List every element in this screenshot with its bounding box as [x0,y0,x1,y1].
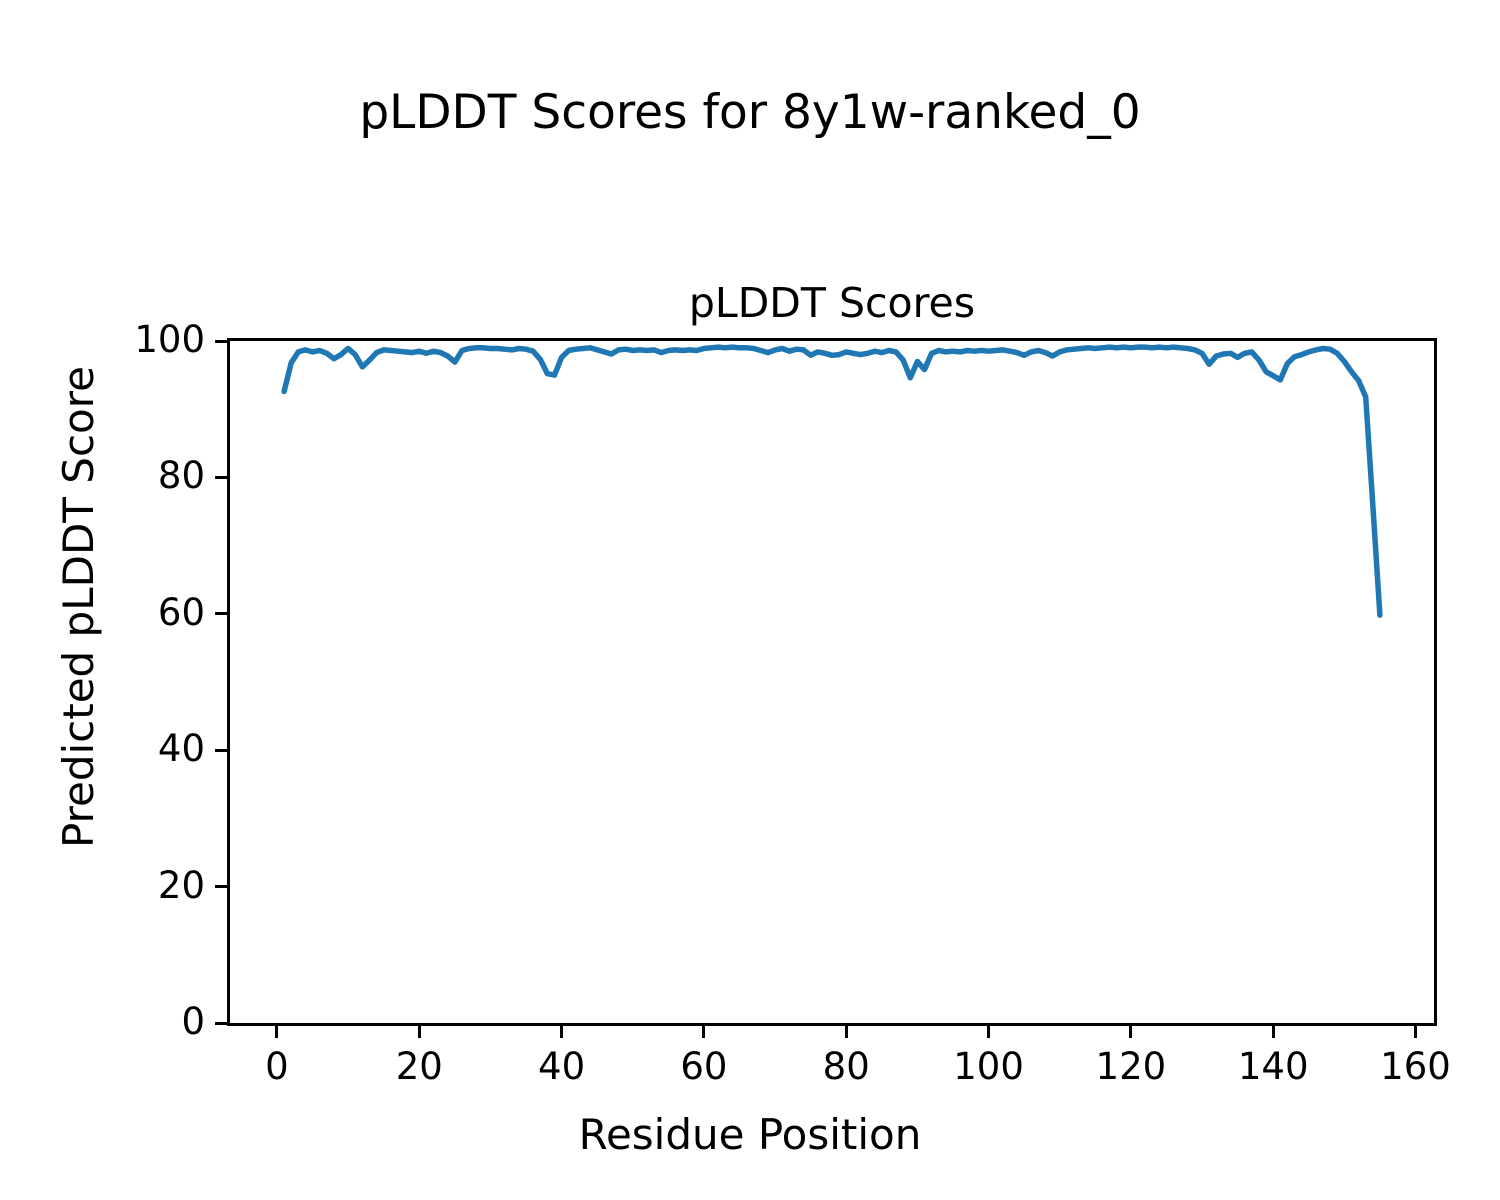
plot-area [227,338,1437,1026]
axes-title: pLDDT Scores [688,279,976,327]
y-tick-label: 20 [157,863,205,907]
x-tick-label: 120 [1095,1045,1167,1088]
x-tick-mark [417,1026,421,1038]
y-tick-mark [215,1021,227,1025]
x-tick-label: 60 [680,1045,728,1088]
x-tick-label: 100 [953,1045,1024,1088]
x-tick-mark [275,1026,279,1038]
x-tick-mark [987,1026,991,1038]
figure-suptitle: pLDDT Scores for 8y1w-ranked_0 [359,85,1141,140]
x-tick-label: 160 [1380,1045,1451,1088]
plddt-line [281,344,1383,618]
y-tick-mark [215,339,227,343]
x-tick-label: 0 [265,1045,289,1088]
x-tick-mark [560,1026,564,1038]
y-tick-mark [215,885,227,889]
x-tick-mark [1271,1026,1275,1038]
x-tick-label: 140 [1237,1045,1309,1088]
y-tick-label: 80 [157,454,205,498]
plddt-line-chart [281,344,1383,618]
y-tick-mark [215,612,227,616]
y-tick-mark [215,475,227,479]
y-tick-label: 100 [134,318,205,361]
x-tick-mark [702,1026,706,1038]
y-tick-label: 40 [157,727,205,771]
x-tick-mark [1129,1026,1133,1038]
y-tick-label: 0 [181,1000,205,1043]
x-tick-mark [844,1026,848,1038]
x-tick-label: 20 [395,1045,443,1088]
x-tick-label: 40 [538,1045,586,1088]
x-axis-label: Residue Position [578,1110,922,1159]
y-tick-label: 60 [157,590,205,634]
y-tick-mark [215,748,227,752]
y-axis-label: Predicted pLDDT Score [53,366,103,848]
x-tick-label: 80 [822,1045,870,1088]
x-tick-mark [1413,1026,1417,1038]
